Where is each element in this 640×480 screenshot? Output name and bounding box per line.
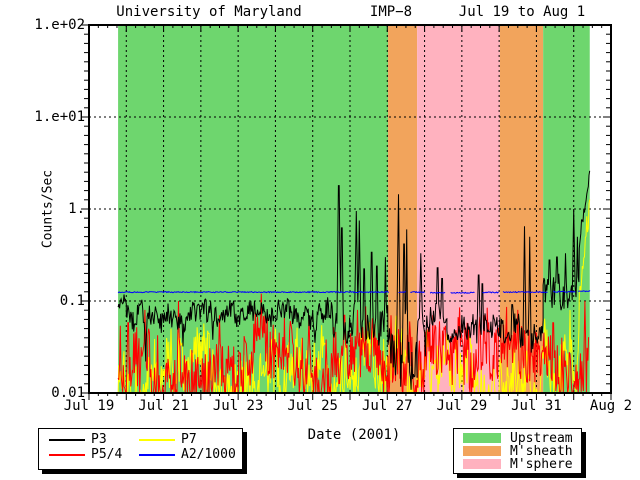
trace-p7 bbox=[117, 199, 591, 393]
series-legend: P3 P5/4 P7 A2/1000 bbox=[38, 428, 243, 470]
legend-line-p7 bbox=[139, 439, 175, 441]
legend-label-msphere: M'sphere bbox=[510, 457, 573, 472]
legend-label-a2-1000: A2/1000 bbox=[181, 447, 236, 462]
x-tick-label: Jul 31 bbox=[511, 398, 562, 414]
legend-label-p7: P7 bbox=[181, 432, 197, 447]
trace-a21000 bbox=[502, 290, 548, 294]
x-tick-label: Jul 19 bbox=[63, 398, 115, 414]
legend-line-p3 bbox=[49, 439, 85, 441]
chart-title-daterange: Jul 19 to Aug 1 bbox=[458, 4, 586, 20]
data-traces bbox=[117, 170, 591, 393]
x-tick-label: Jul 27 bbox=[361, 398, 413, 414]
trace-a21000 bbox=[410, 290, 425, 294]
chart-title-institution: University of Maryland bbox=[116, 4, 302, 20]
trace-a21000 bbox=[117, 290, 390, 294]
x-tick-label: Jul 21 bbox=[138, 398, 189, 414]
legend-swatch-msheath bbox=[463, 446, 501, 456]
chart-title-spacecraft: IMP−8 bbox=[369, 4, 413, 20]
legend-label-p3: P3 bbox=[91, 432, 107, 447]
y-tick-label: 1.e+02 bbox=[34, 17, 85, 33]
trace-p3 bbox=[117, 170, 591, 390]
legend-label-upstream: Upstream bbox=[510, 431, 573, 446]
trace-a21000 bbox=[429, 291, 446, 294]
legend-label-msheath: M'sheath bbox=[510, 444, 573, 459]
trace-a21000 bbox=[578, 290, 591, 293]
region-legend: Upstream M'sheath M'sphere bbox=[453, 428, 582, 474]
x-axis-title: Date (2001) bbox=[307, 427, 401, 443]
x-tick-label: Jul 25 bbox=[287, 398, 338, 414]
legend-line-p5-4 bbox=[49, 454, 85, 456]
trace-a21000 bbox=[398, 291, 406, 294]
x-tick-label: Aug 2 bbox=[589, 398, 633, 414]
y-tick-label: 1. bbox=[68, 201, 85, 217]
y-tick-label: 0.1 bbox=[59, 293, 85, 309]
trace-p54 bbox=[117, 293, 590, 393]
legend-label-p5-4: P5/4 bbox=[91, 447, 123, 462]
x-tick-label: Jul 29 bbox=[436, 398, 488, 414]
x-tick-label: Jul 23 bbox=[212, 398, 264, 414]
y-axis-title: Counts/Sec bbox=[40, 169, 56, 249]
trace-a21000 bbox=[553, 290, 576, 293]
legend-line-a2-1000 bbox=[139, 454, 175, 456]
legend-swatch-msphere bbox=[463, 459, 501, 469]
trace-a21000 bbox=[482, 291, 499, 294]
trace-a21000 bbox=[450, 291, 475, 294]
y-tick-label: 0.01 bbox=[51, 385, 85, 401]
y-tick-label: 1.e+01 bbox=[34, 109, 85, 125]
legend-swatch-upstream bbox=[463, 433, 501, 443]
